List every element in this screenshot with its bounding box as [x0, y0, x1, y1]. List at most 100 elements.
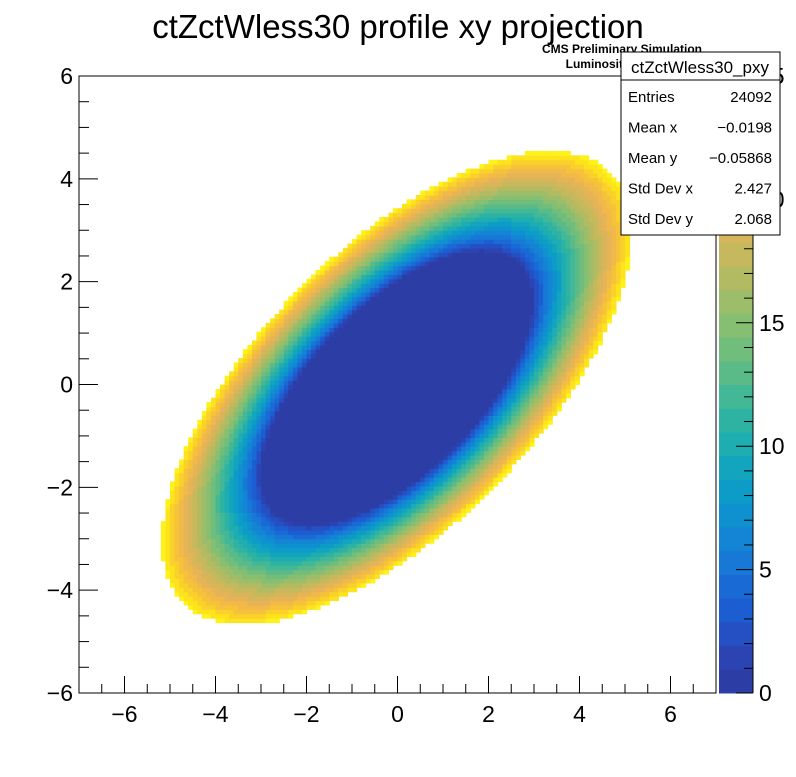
heatmap-cell [361, 446, 367, 452]
heatmap-cell [261, 556, 267, 562]
heatmap-cell [265, 494, 271, 500]
heatmap-cell [370, 291, 376, 297]
heatmap-cell [443, 441, 449, 447]
heatmap-cell [438, 521, 444, 527]
heatmap-cell [379, 305, 385, 311]
heatmap-cell [479, 287, 485, 293]
heatmap-cell [443, 305, 449, 311]
heatmap-cell [338, 437, 344, 443]
heatmap-cell [292, 428, 298, 434]
heatmap-cell [352, 388, 358, 394]
heatmap-cell [251, 428, 258, 434]
heatmap-cell [242, 459, 248, 465]
heatmap-cell [233, 485, 239, 491]
heatmap-cell [397, 353, 403, 359]
heatmap-cell [306, 327, 312, 333]
heatmap-cell [488, 309, 494, 315]
heatmap-cell [461, 362, 467, 368]
heatmap-cell [352, 419, 358, 425]
heatmap-cell [338, 424, 344, 430]
heatmap-cell [265, 331, 271, 337]
heatmap-cell [379, 393, 385, 399]
heatmap-cell [210, 490, 217, 496]
heatmap-cell [374, 463, 380, 469]
heatmap-cell [406, 538, 412, 544]
heatmap-cell [279, 441, 285, 447]
heatmap-cell [306, 331, 312, 337]
heatmap-cell [183, 468, 189, 474]
heatmap-cell [361, 406, 367, 412]
heatmap-cell [461, 371, 467, 377]
heatmap-cell [361, 397, 367, 403]
heatmap-cell [251, 569, 258, 575]
heatmap-cell [233, 503, 239, 509]
heatmap-cell [606, 313, 612, 319]
heatmap-cell [411, 521, 417, 527]
heatmap-cell [329, 313, 335, 319]
heatmap-cell [201, 424, 207, 430]
heatmap-cell [552, 371, 558, 377]
heatmap-cell [224, 477, 230, 483]
heatmap-cell [411, 353, 417, 359]
heatmap-cell [584, 291, 590, 297]
heatmap-cell [429, 490, 435, 496]
heatmap-cell [452, 450, 458, 456]
heatmap-cell [283, 305, 289, 311]
heatmap-cell [306, 525, 312, 531]
heatmap-cell [224, 437, 230, 443]
heatmap-cell [374, 446, 380, 452]
heatmap-cell [461, 305, 467, 311]
heatmap-cell [261, 397, 267, 403]
heatmap-cell [443, 353, 449, 359]
heatmap-cell [179, 547, 185, 553]
heatmap-cell [415, 336, 421, 342]
heatmap-cell [424, 503, 430, 509]
heatmap-cell [579, 327, 585, 333]
heatmap-cell [488, 344, 494, 350]
heatmap-cell [461, 380, 467, 386]
heatmap-cell [461, 490, 467, 496]
heatmap-cell [447, 477, 453, 483]
heatmap-cell [465, 296, 471, 302]
heatmap-cell [429, 327, 435, 333]
heatmap-cell [470, 499, 476, 505]
heatmap-cell [192, 574, 198, 580]
heatmap-cell [543, 340, 549, 346]
heatmap-cell [547, 380, 553, 386]
heatmap-cell [338, 569, 344, 575]
heatmap-cell [324, 344, 330, 350]
heatmap-cell [270, 521, 276, 527]
heatmap-cell [415, 446, 421, 452]
heatmap-cell [388, 424, 394, 430]
heatmap-cell [338, 331, 344, 337]
heatmap-cell [524, 344, 531, 350]
heatmap-cell [238, 432, 244, 438]
heatmap-cell [256, 609, 262, 615]
heatmap-cell [247, 437, 253, 443]
heatmap-cell [324, 565, 330, 571]
heatmap-cell [242, 428, 248, 434]
heatmap-cell [306, 499, 312, 505]
heatmap-cell [233, 455, 239, 461]
heatmap-cell [256, 441, 262, 447]
heatmap-cell [256, 393, 262, 399]
heatmap-cell [502, 344, 508, 350]
heatmap-cell [529, 406, 535, 412]
heatmap-cell [247, 525, 253, 531]
heatmap-cell [283, 512, 289, 518]
heatmap-cell [411, 291, 417, 297]
heatmap-cell [210, 441, 217, 447]
heatmap-cell [497, 309, 503, 315]
heatmap-cell [270, 503, 276, 509]
heatmap-cell [342, 291, 349, 297]
heatmap-cell [392, 477, 399, 483]
heatmap-cell [338, 353, 344, 359]
heatmap-cell [197, 468, 203, 474]
heatmap-cell [170, 551, 176, 557]
heatmap-cell [556, 327, 562, 333]
heatmap-cell [488, 437, 494, 443]
heatmap-cell [229, 494, 235, 500]
heatmap-cell [543, 410, 549, 416]
heatmap-cell [470, 371, 476, 377]
heatmap-cell [365, 534, 371, 540]
